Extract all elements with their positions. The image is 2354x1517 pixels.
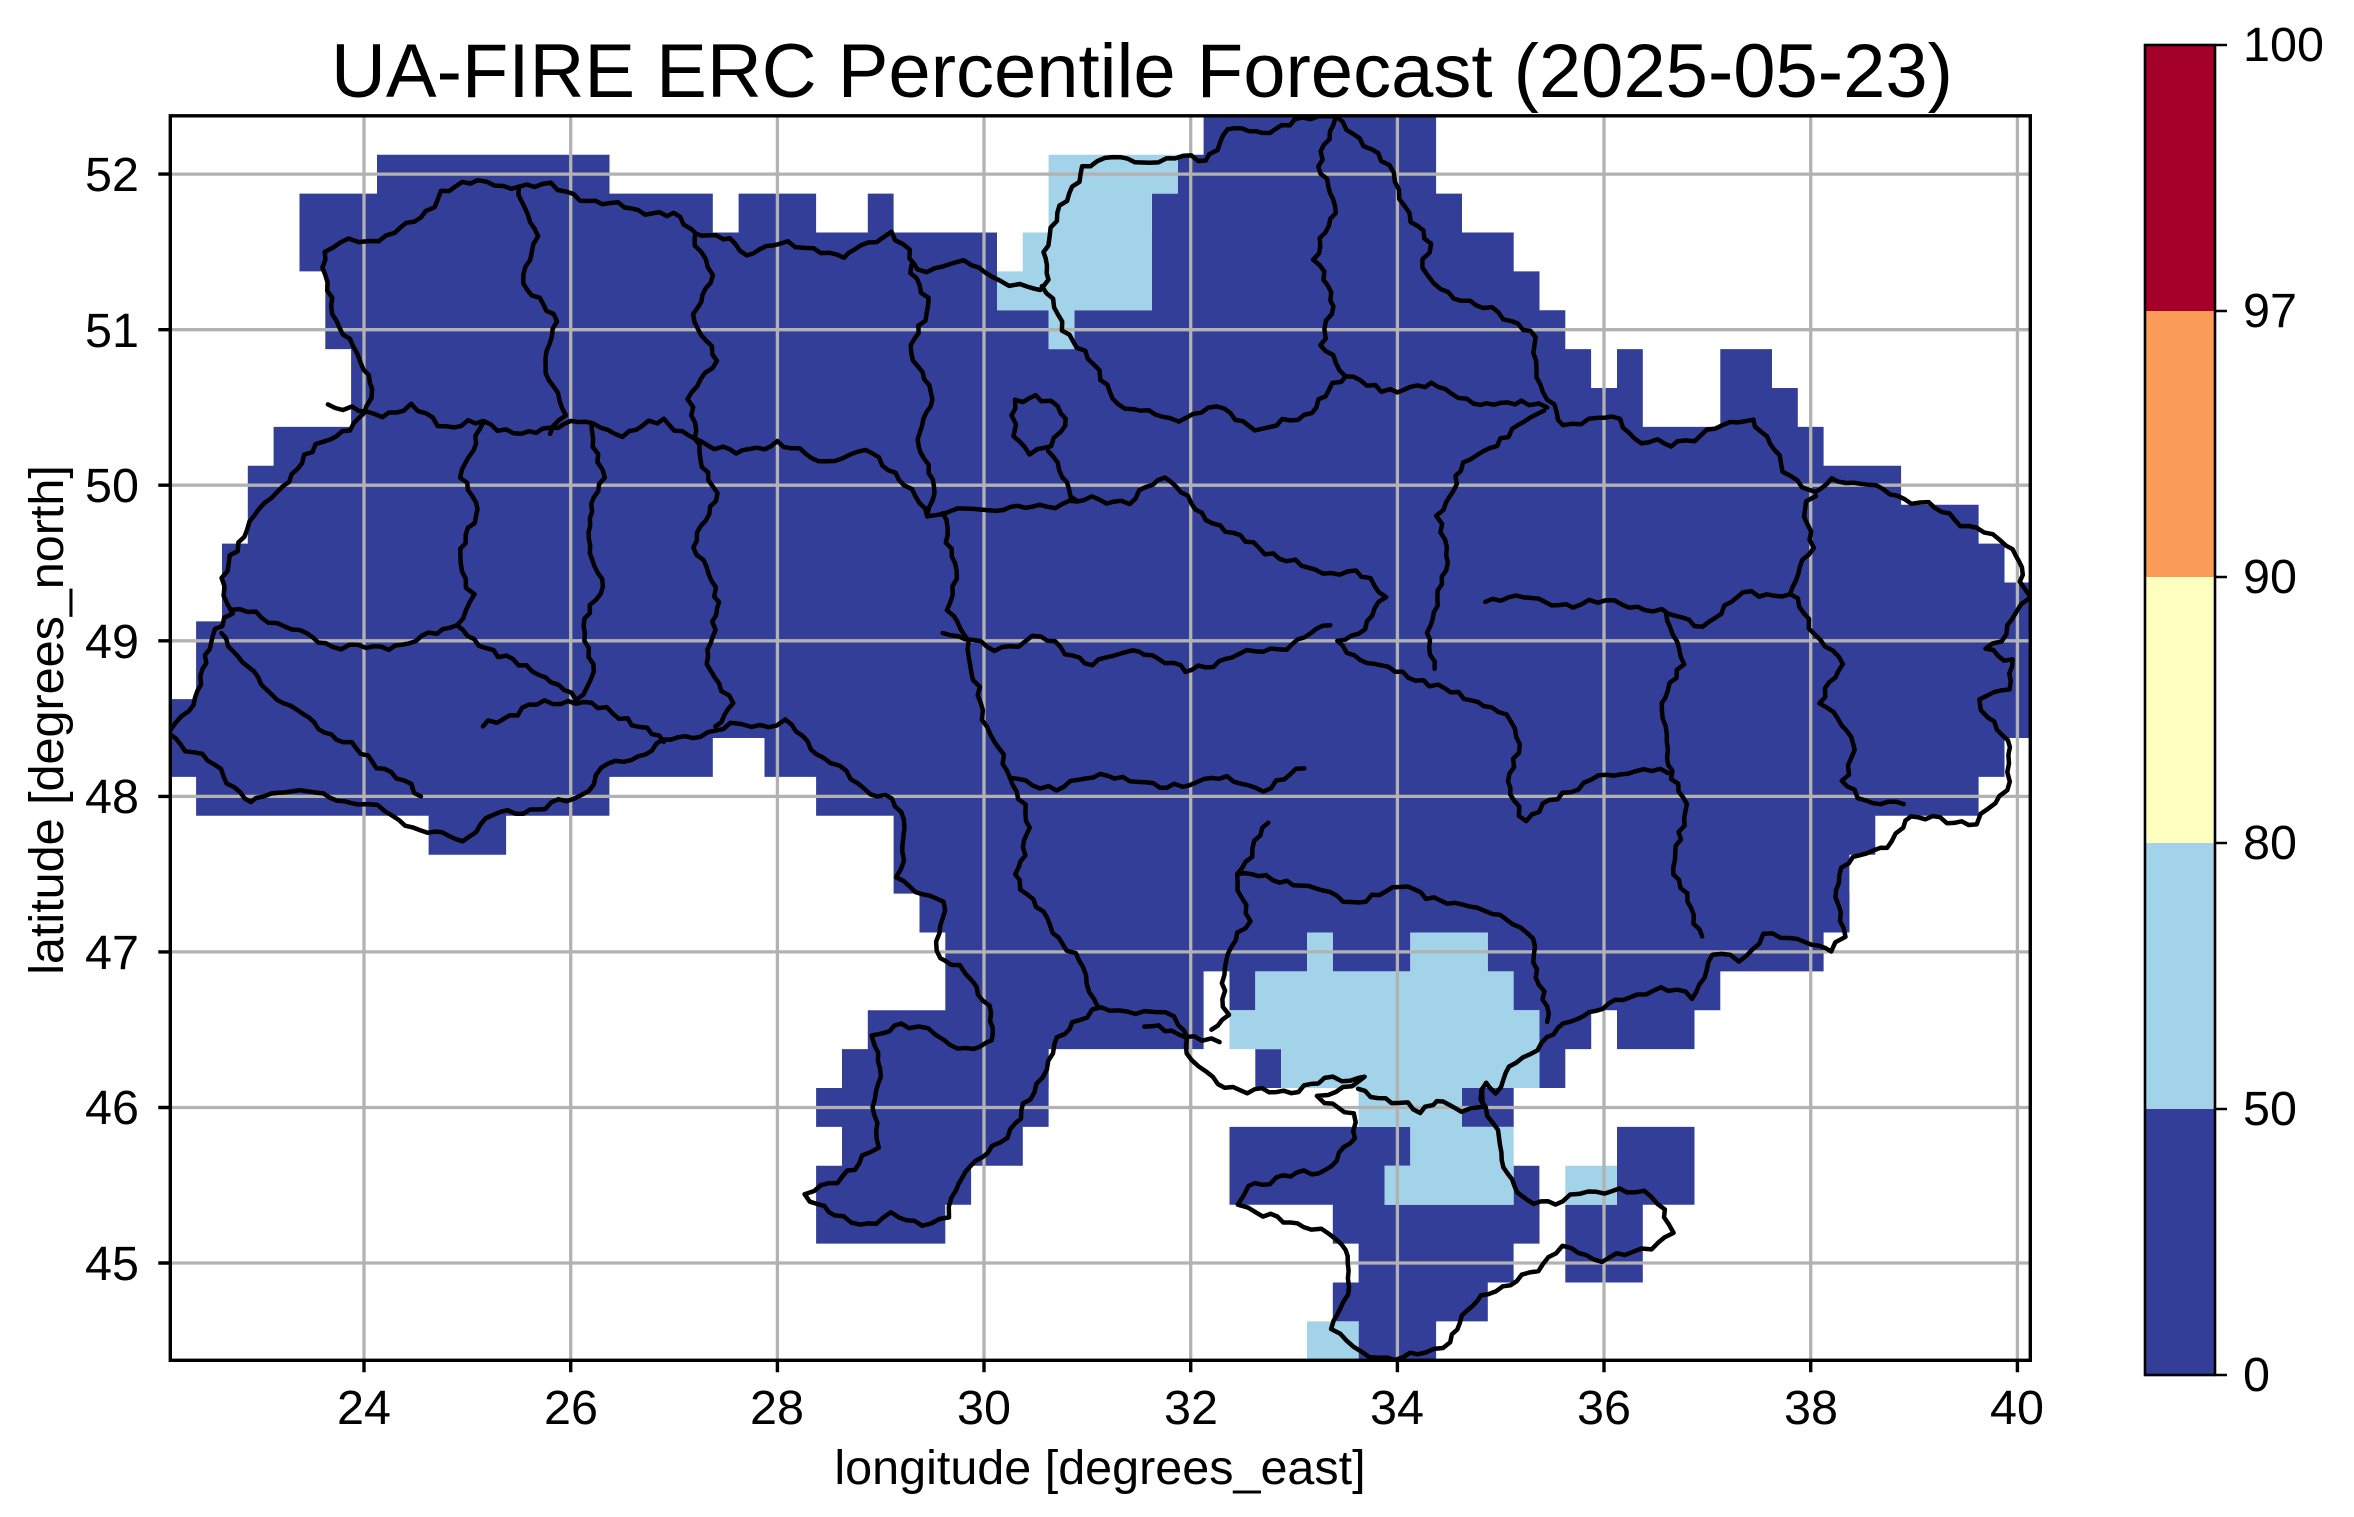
svg-text:40: 40 <box>1990 1381 2044 1435</box>
svg-text:50: 50 <box>85 459 139 513</box>
svg-text:38: 38 <box>1784 1381 1838 1435</box>
svg-text:48: 48 <box>85 770 139 824</box>
svg-text:100: 100 <box>2243 18 2324 72</box>
svg-text:90: 90 <box>2243 550 2297 604</box>
svg-text:32: 32 <box>1164 1381 1218 1435</box>
svg-text:34: 34 <box>1370 1381 1424 1435</box>
svg-text:80: 80 <box>2243 816 2297 870</box>
svg-text:UA-FIRE ERC Percentile Forecas: UA-FIRE ERC Percentile Forecast (2025-05… <box>331 29 1953 114</box>
svg-text:0: 0 <box>2243 1348 2270 1402</box>
svg-text:97: 97 <box>2243 284 2297 338</box>
svg-text:45: 45 <box>85 1237 139 1291</box>
svg-text:51: 51 <box>85 304 139 358</box>
svg-text:28: 28 <box>750 1381 804 1435</box>
svg-text:47: 47 <box>85 926 139 980</box>
svg-text:26: 26 <box>544 1381 598 1435</box>
svg-text:52: 52 <box>85 148 139 202</box>
svg-text:24: 24 <box>337 1381 391 1435</box>
svg-text:longitude [degrees_east]: longitude [degrees_east] <box>834 1441 1365 1495</box>
svg-text:latitude [degrees_north]: latitude [degrees_north] <box>20 465 74 975</box>
svg-text:46: 46 <box>85 1081 139 1135</box>
svg-text:36: 36 <box>1577 1381 1631 1435</box>
svg-text:50: 50 <box>2243 1082 2297 1136</box>
svg-text:49: 49 <box>85 615 139 669</box>
svg-text:30: 30 <box>957 1381 1011 1435</box>
